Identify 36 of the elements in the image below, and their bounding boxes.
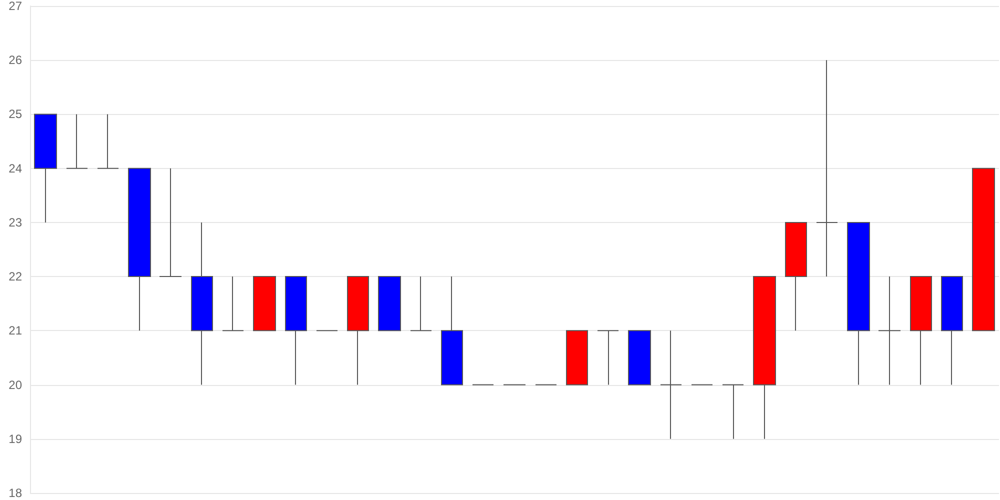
- candlestick: [628, 330, 651, 386]
- candlestick: [285, 276, 307, 386]
- y-tick-label: 18: [8, 486, 22, 500]
- candlestick: [66, 114, 88, 169]
- candlestick: [722, 384, 744, 440]
- y-tick-label: 21: [8, 324, 22, 338]
- candlestick: [597, 330, 619, 386]
- candlestick: [753, 276, 776, 440]
- candlestick: [941, 276, 963, 386]
- candlestick: [785, 222, 807, 332]
- y-tick-label: 22: [8, 270, 22, 284]
- candlestick: [878, 276, 901, 386]
- candlestick: [566, 330, 588, 386]
- candlestick: [34, 114, 57, 223]
- candlestick: [441, 276, 463, 386]
- y-tick-label: 19: [8, 432, 22, 446]
- candlestick: [972, 168, 995, 332]
- y-tick-label: 23: [8, 215, 22, 230]
- candlestick: [660, 330, 682, 440]
- y-tick-label: 26: [8, 53, 22, 68]
- candlestick: [128, 168, 151, 332]
- y-tick-label: 24: [8, 161, 22, 176]
- y-tick-label: 25: [8, 107, 22, 122]
- y-tick-label: 20: [8, 378, 22, 392]
- candlestick: [378, 276, 401, 332]
- candlestick: [347, 276, 369, 386]
- candlestick: [159, 168, 182, 278]
- candlestick: [410, 276, 432, 332]
- candlestick: [222, 276, 244, 332]
- candlestick: [191, 222, 213, 386]
- candlestick: [253, 276, 276, 332]
- y-tick-label: 27: [8, 0, 22, 13]
- candlestick: [847, 222, 870, 386]
- candlestick: [97, 114, 119, 169]
- candlestick: [910, 276, 932, 386]
- candlestick: [816, 60, 838, 278]
